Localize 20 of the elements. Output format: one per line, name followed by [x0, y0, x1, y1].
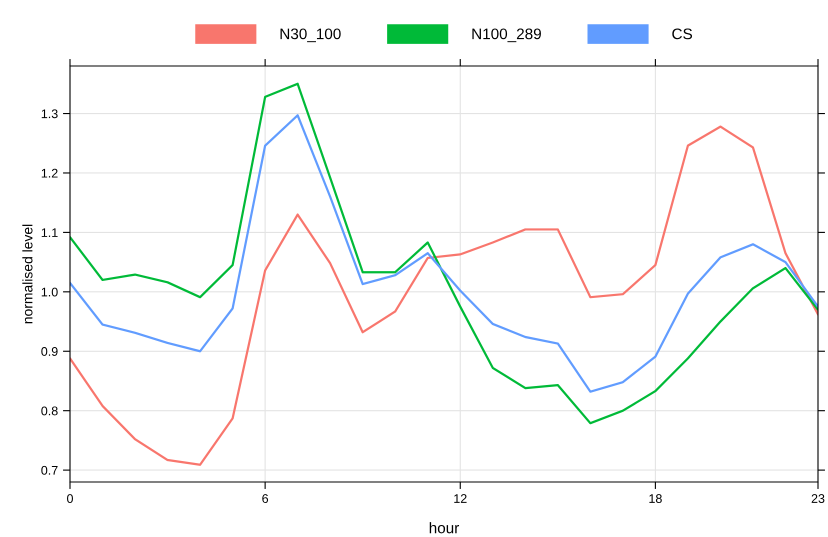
legend-label: CS: [672, 28, 692, 40]
line-series: [70, 114, 818, 393]
y-tick-label: 1.1: [42, 228, 58, 237]
legend-label: N100_289: [472, 28, 541, 42]
line-series: [70, 82, 818, 424]
x-tick-label: 23: [812, 494, 824, 503]
y-tick-label: 1.0: [42, 288, 58, 296]
x-tick-label: 18: [649, 494, 662, 503]
y-tick-label: 1.2: [42, 168, 58, 178]
x-tick-label: 6: [262, 494, 268, 503]
legend-label: N30_100: [280, 28, 341, 42]
y-axis-title: normalised level: [22, 224, 33, 324]
y-tick-label: 0.9: [41, 347, 58, 356]
y-tick-label: 0.8: [41, 406, 58, 416]
x-tick-label: 12: [454, 494, 467, 503]
x-tick-label: 0: [67, 494, 73, 503]
line-series: [70, 126, 818, 466]
x-axis-title: hour: [430, 522, 460, 534]
y-tick-label: 1.3: [42, 109, 58, 118]
y-tick-label: 0.7: [41, 466, 58, 475]
